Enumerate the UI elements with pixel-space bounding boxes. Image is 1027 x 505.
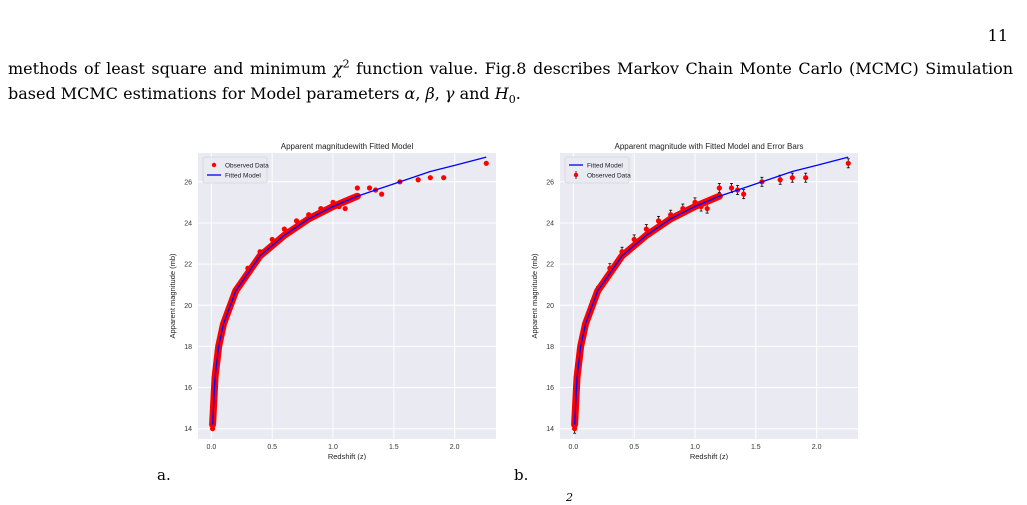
chi-exponent: 2 bbox=[342, 57, 350, 71]
legend: Fitted Model Observed Data bbox=[564, 156, 631, 184]
legend-label: Observed Data bbox=[587, 173, 631, 180]
data-point bbox=[342, 205, 348, 212]
data-point bbox=[777, 177, 783, 183]
h-subscript: 0 bbox=[508, 93, 516, 107]
data-point bbox=[366, 185, 373, 191]
data-point bbox=[354, 185, 360, 191]
x-tick-label: 2.0 bbox=[812, 444, 822, 451]
separator-1: , bbox=[415, 84, 426, 103]
data-point bbox=[483, 160, 489, 166]
y-tick-label: 24 bbox=[546, 220, 554, 227]
chart-a-svg: Apparent magnitudewith Fitted Model 0.0 0.… bbox=[168, 142, 496, 460]
x-tick-label: 0.0 bbox=[207, 444, 217, 451]
legend-box bbox=[202, 156, 268, 184]
x-tick-label: 2.0 bbox=[450, 444, 460, 451]
chi-symbol: χ bbox=[332, 59, 343, 78]
legend-label: Fitted Model bbox=[225, 173, 261, 180]
paragraph-end: . bbox=[515, 84, 521, 103]
x-axis-label: Redshift (z) bbox=[690, 452, 729, 460]
paragraph-part1: methods of least square and minimum bbox=[8, 59, 333, 78]
x-tick-label: 1.5 bbox=[751, 444, 761, 451]
legend-box bbox=[564, 156, 630, 184]
fitted-model-line bbox=[573, 156, 849, 425]
data-point bbox=[789, 175, 795, 181]
x-tick-label: 1.0 bbox=[328, 444, 338, 451]
legend-label: Observed Data bbox=[225, 163, 269, 170]
legend-label: Fitted Model bbox=[587, 163, 623, 170]
x-tick-label: 1.5 bbox=[389, 444, 399, 451]
legend-marker bbox=[573, 172, 579, 178]
gamma-symbol: γ bbox=[444, 84, 455, 103]
beta-symbol: β bbox=[425, 84, 435, 103]
y-tick-label: 18 bbox=[546, 344, 554, 351]
chart-a: Apparent magnitudewith Fitted Model 0.0 0.… bbox=[165, 140, 505, 460]
x-tick-label: 0.5 bbox=[267, 444, 277, 451]
h-symbol: H bbox=[494, 84, 509, 103]
body-paragraph: methods of least square and minimum χ2 f… bbox=[8, 56, 1013, 106]
plot-area bbox=[560, 153, 858, 439]
chart-title: Apparent magnitudewith Fitted Model bbox=[281, 142, 414, 151]
y-tick-label: 16 bbox=[184, 385, 192, 392]
fitted-model-line bbox=[211, 156, 487, 425]
and-word: and bbox=[454, 84, 495, 103]
chart-title: Apparent magnitude with Fitted Model and… bbox=[615, 142, 804, 151]
caption-fragment: 2 bbox=[566, 491, 573, 504]
data-point bbox=[427, 175, 433, 181]
data-point bbox=[415, 177, 421, 183]
alpha-symbol: α bbox=[404, 84, 416, 103]
data-point bbox=[379, 191, 385, 197]
data-point bbox=[441, 175, 447, 181]
y-tick-label: 26 bbox=[184, 179, 192, 186]
y-axis-label: Apparent magnitude (mb) bbox=[530, 253, 539, 339]
page-number: 11 bbox=[987, 26, 1008, 45]
y-tick-label: 22 bbox=[546, 262, 554, 269]
y-tick-label: 20 bbox=[546, 303, 554, 310]
y-tick-label: 16 bbox=[546, 385, 554, 392]
data-point bbox=[845, 160, 851, 166]
y-tick-label: 26 bbox=[546, 179, 554, 186]
y-axis-label: Apparent magnitude (mb) bbox=[168, 253, 177, 339]
plot-area bbox=[198, 153, 496, 439]
x-tick-label: 1.0 bbox=[690, 444, 700, 451]
separator-2: , bbox=[434, 84, 445, 103]
data-point bbox=[728, 185, 735, 191]
y-tick-label: 18 bbox=[184, 344, 192, 351]
y-tick-label: 14 bbox=[184, 426, 192, 433]
x-tick-label: 0.0 bbox=[569, 444, 579, 451]
y-tick-label: 22 bbox=[184, 262, 192, 269]
data-point bbox=[704, 205, 710, 212]
y-tick-label: 14 bbox=[546, 426, 554, 433]
panel-label-b: b. bbox=[514, 466, 529, 484]
data-point bbox=[803, 175, 809, 181]
x-axis-label: Redshift (z) bbox=[328, 452, 367, 460]
y-tick-label: 20 bbox=[184, 303, 192, 310]
y-tick-label: 24 bbox=[184, 220, 192, 227]
x-tick-label: 0.5 bbox=[629, 444, 639, 451]
legend-marker bbox=[211, 162, 217, 168]
panel-label-a: a. bbox=[157, 466, 171, 484]
paragraph-part2: function value. Fig.8 describes Markov C… bbox=[8, 59, 1014, 103]
chart-b-svg: Apparent magnitude with Fitted Model and… bbox=[530, 142, 858, 460]
data-point bbox=[716, 185, 722, 191]
legend: Observed Data Fitted Model bbox=[202, 156, 269, 184]
data-point bbox=[741, 191, 747, 197]
chart-b: Apparent magnitude with Fitted Model and… bbox=[527, 140, 867, 460]
